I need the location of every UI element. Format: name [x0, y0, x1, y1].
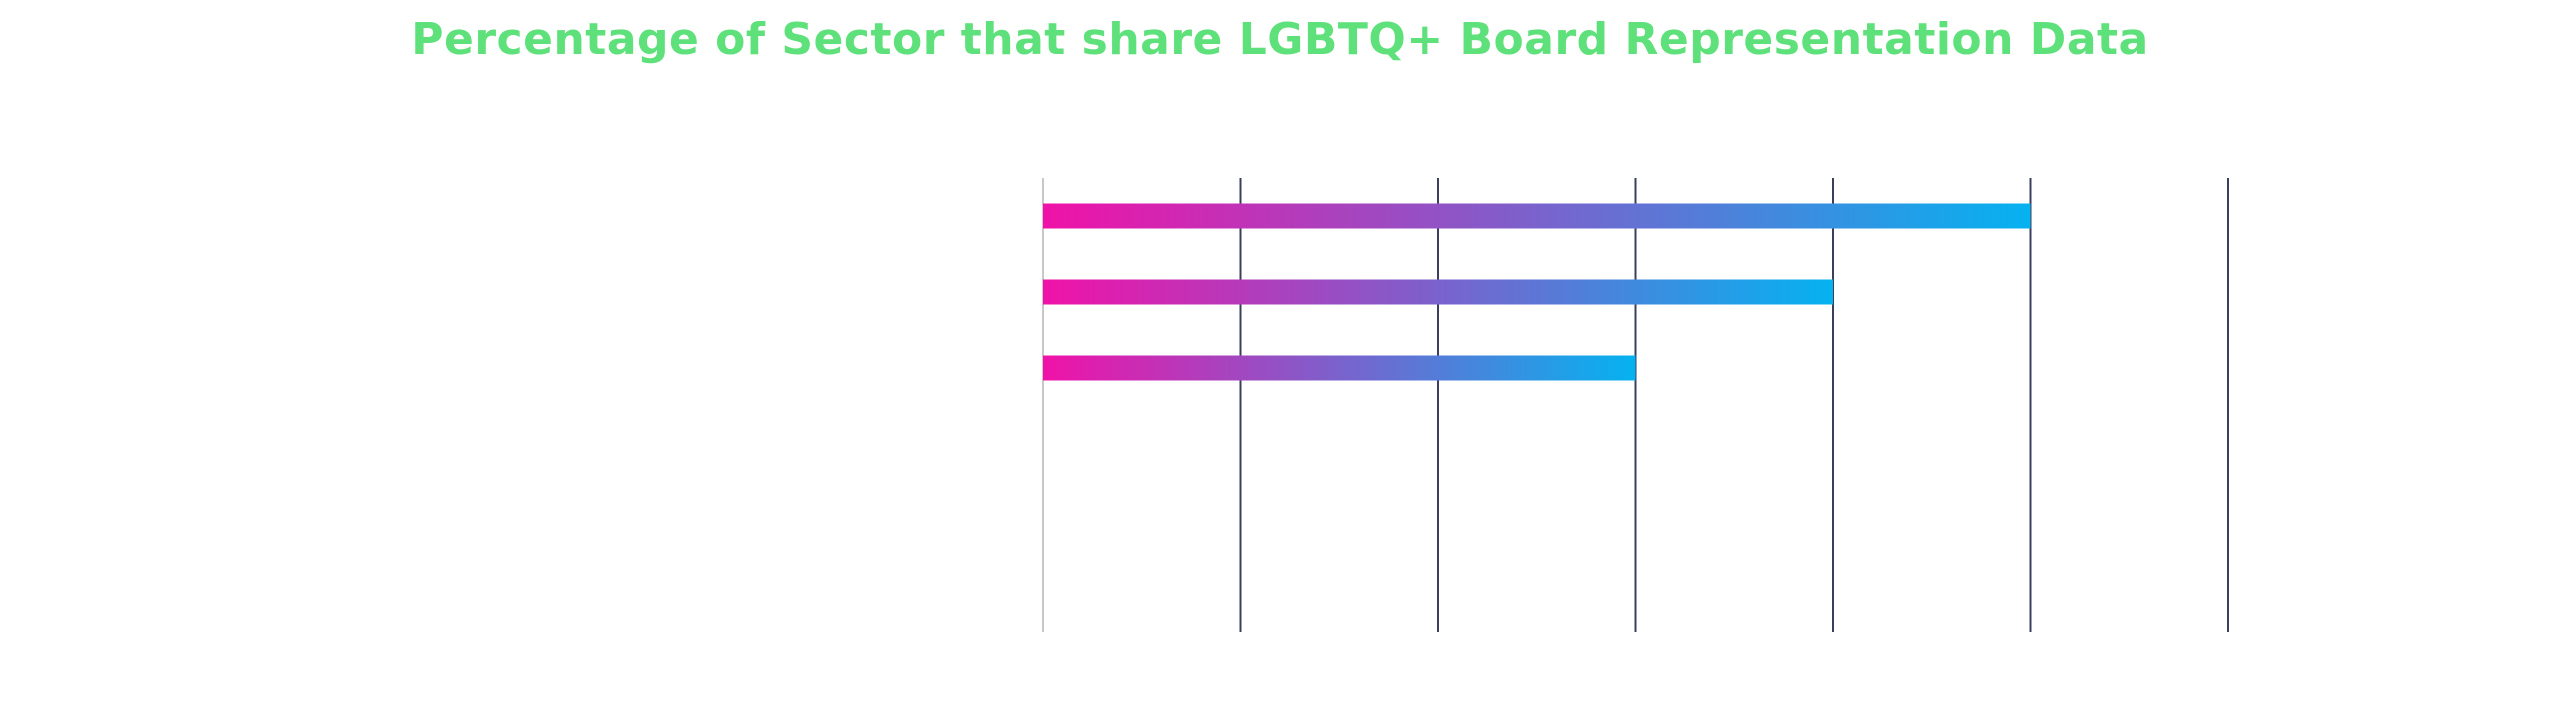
bar-3: [1043, 355, 1636, 381]
bars: [1043, 203, 2031, 381]
chart-title: Percentage of Sector that share LGBTQ+ B…: [411, 14, 2149, 65]
bar-2: [1043, 279, 1833, 305]
bar-1: [1043, 203, 2031, 229]
grid-lines: [1042, 178, 2229, 632]
